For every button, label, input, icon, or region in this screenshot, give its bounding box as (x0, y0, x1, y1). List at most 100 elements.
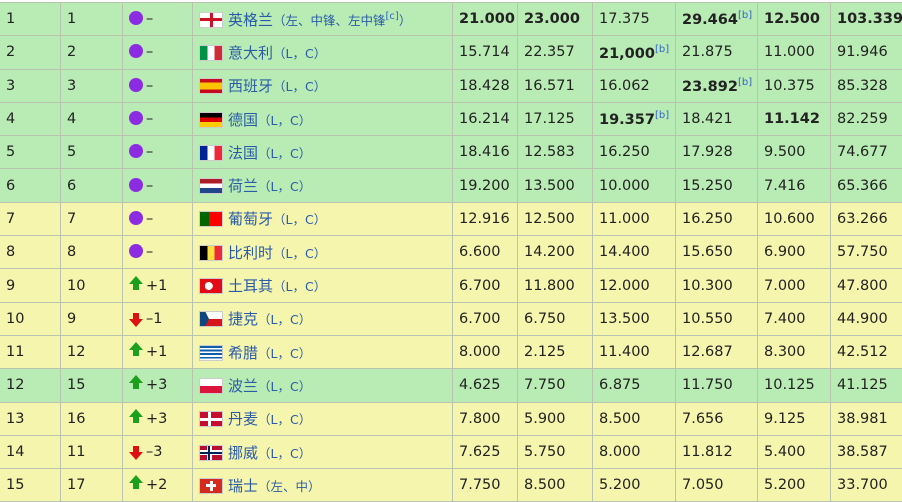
country-link[interactable]: 法国 (228, 144, 258, 162)
change-value: – (146, 111, 153, 127)
score-value: 5.900 (524, 411, 566, 427)
score-value: 7.656 (682, 411, 724, 427)
rank-change: –1 (123, 302, 193, 335)
footnote-link[interactable]: [c] (386, 11, 399, 22)
score-cell: 7.656 (676, 402, 758, 435)
country-link[interactable]: 希腊 (228, 344, 258, 362)
score-value: 19.200 (459, 178, 510, 194)
score-cell: 15.250 (676, 169, 758, 202)
rank-change: – (123, 136, 193, 169)
score-value: 16.250 (682, 211, 733, 227)
previous-rank: 17 (61, 469, 123, 502)
score-value: 29.464 (682, 12, 738, 28)
czech-flag-icon (199, 311, 223, 327)
score-value: 18.421 (682, 111, 733, 127)
previous-rank: 3 (61, 69, 123, 102)
country-link[interactable]: 英格兰 (228, 11, 273, 29)
score-cell: 12.500 (518, 202, 593, 235)
score-cell: 5.200 (593, 469, 676, 502)
score-cell: 12.687 (676, 335, 758, 368)
score-value: 103.339 (837, 11, 902, 27)
score-cell: 5.750 (518, 435, 593, 468)
position-note: （L，C） (258, 113, 311, 128)
country-link[interactable]: 德国 (228, 111, 258, 129)
country-link[interactable]: 荷兰 (228, 177, 258, 195)
score-cell: 19.200 (453, 169, 518, 202)
rank: 9 (0, 269, 61, 302)
footnote-link[interactable]: [b] (655, 44, 669, 55)
score-cell: 63.266 (831, 202, 902, 235)
change-value: +1 (146, 278, 167, 294)
country-link[interactable]: 瑞士 (228, 477, 258, 495)
previous-rank: 1 (61, 3, 123, 36)
steady-dot-icon (129, 44, 143, 58)
country-link[interactable]: 葡萄牙 (228, 210, 273, 228)
position-note: （L，C） (258, 312, 311, 327)
score-value: 6.875 (599, 377, 641, 393)
country-link[interactable]: 丹麦 (228, 410, 258, 428)
score-value: 12.583 (524, 144, 575, 160)
score-cell: 47.800 (831, 269, 902, 302)
france-flag-icon (199, 145, 223, 161)
germany-flag-icon (199, 112, 223, 128)
score-cell: 6.600 (453, 236, 518, 269)
score-cell: 22.357 (518, 36, 593, 69)
score-cell: 21.000 (453, 3, 518, 36)
score-cell: 11.142 (758, 102, 831, 135)
score-cell: 42.512 (831, 335, 902, 368)
position-note: （L，C） (258, 379, 311, 394)
country-link[interactable]: 土耳其 (228, 277, 273, 295)
score-value: 8.500 (524, 477, 566, 493)
score-cell: 5.900 (518, 402, 593, 435)
score-cell: 38.587 (831, 435, 902, 468)
score-value: 17.375 (599, 11, 650, 27)
rank: 13 (0, 402, 61, 435)
score-cell: 18.421 (676, 102, 758, 135)
steady-dot-icon (129, 111, 143, 125)
score-value: 18.416 (459, 144, 510, 160)
score-cell: 13.500 (518, 169, 593, 202)
score-cell: 41.125 (831, 369, 902, 402)
score-cell: 6.750 (518, 302, 593, 335)
footnote-link[interactable]: [b] (738, 77, 752, 88)
country-link[interactable]: 意大利 (228, 44, 273, 62)
score-cell: 7.050 (676, 469, 758, 502)
score-cell: 7.800 (453, 402, 518, 435)
country-link[interactable]: 西班牙 (228, 77, 273, 95)
position-note-end: ） (399, 13, 412, 28)
score-cell: 7.625 (453, 435, 518, 468)
score-cell: 14.400 (593, 236, 676, 269)
previous-rank: 16 (61, 402, 123, 435)
score-value: 6.900 (764, 244, 806, 260)
score-value: 41.125 (837, 377, 888, 393)
score-cell: 19.357[b] (593, 102, 676, 135)
arrow-up-icon (129, 409, 143, 417)
country-link[interactable]: 捷克 (228, 310, 258, 328)
rank: 11 (0, 335, 61, 368)
country-link[interactable]: 比利时 (228, 244, 273, 262)
footnote-link[interactable]: [b] (655, 110, 669, 121)
score-cell: 10.300 (676, 269, 758, 302)
rank-change: +3 (123, 402, 193, 435)
previous-rank: 6 (61, 169, 123, 202)
score-value: 12.500 (524, 211, 575, 227)
footnote-link[interactable]: [b] (738, 10, 752, 21)
country-link[interactable]: 挪威 (228, 444, 258, 462)
score-cell: 2.125 (518, 335, 593, 368)
score-value: 11.000 (599, 211, 650, 227)
previous-rank: 10 (61, 269, 123, 302)
country-link[interactable]: 波兰 (228, 377, 258, 395)
score-value: 7.416 (764, 178, 806, 194)
steady-dot-icon (129, 244, 143, 258)
position-note: （左、中锋、左中锋 (273, 13, 386, 28)
country-cell: 法国（L，C） (193, 136, 453, 169)
score-cell: 15.650 (676, 236, 758, 269)
country-cell: 希腊（L，C） (193, 335, 453, 368)
belgium-flag-icon (199, 245, 223, 261)
